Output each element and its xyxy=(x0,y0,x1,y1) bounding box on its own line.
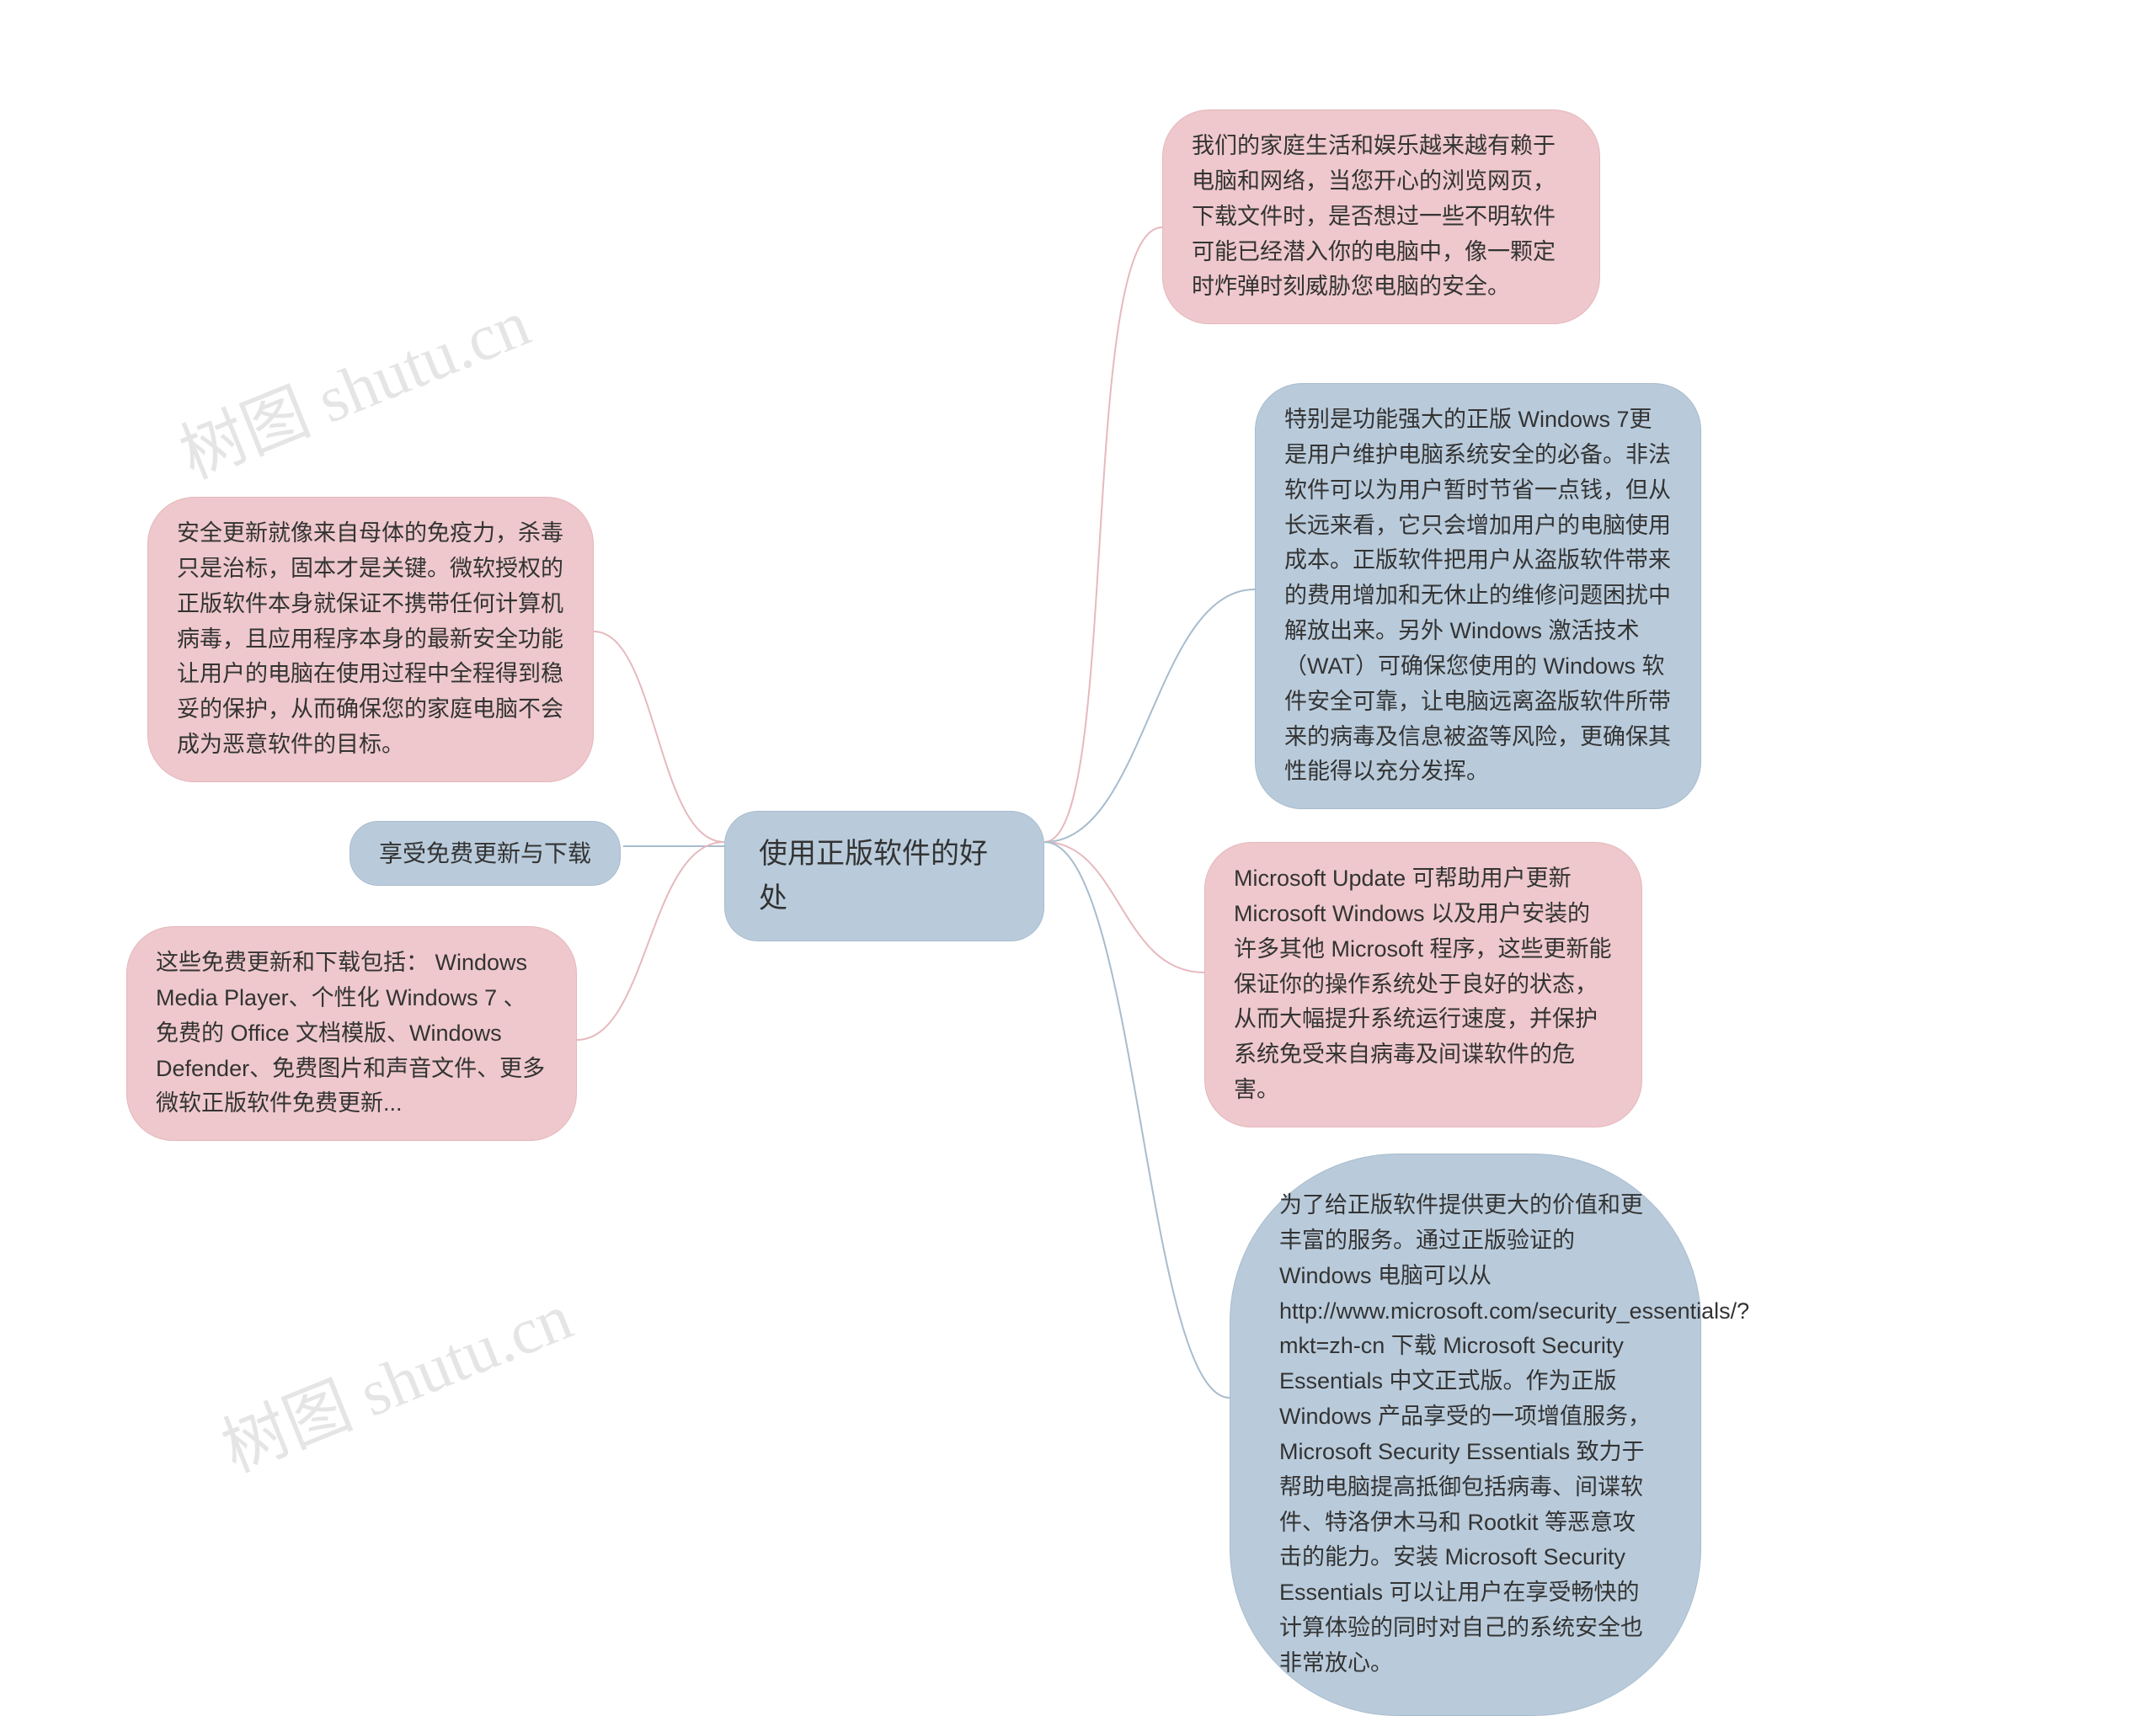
edge xyxy=(1044,842,1204,973)
node-r4[interactable]: 为了给正版软件提供更大的价值和更丰富的服务。通过正版验证的 Windows 电脑… xyxy=(1230,1154,1701,1716)
node-l1[interactable]: 安全更新就像来自母体的免疫力，杀毒只是治标，固本才是关键。微软授权的正版软件本身… xyxy=(147,497,594,782)
node-r2[interactable]: 特别是功能强大的正版 Windows 7更是用户维护电脑系统安全的必备。非法软件… xyxy=(1255,383,1701,809)
watermark: 树图 shutu.cn xyxy=(164,271,542,497)
watermark: 树图 shutu.cn xyxy=(206,1265,584,1490)
node-l3[interactable]: 这些免费更新和下载包括： Windows Media Player、个性化 Wi… xyxy=(126,926,577,1141)
node-r3[interactable]: Microsoft Update 可帮助用户更新 Microsoft Windo… xyxy=(1204,842,1642,1127)
mindmap-root[interactable]: 使用正版软件的好处 xyxy=(724,811,1044,941)
mindmap-edges xyxy=(0,0,2156,1681)
edge xyxy=(594,632,724,842)
node-l2[interactable]: 享受免费更新与下载 xyxy=(350,821,621,886)
edge xyxy=(1044,227,1162,842)
edge xyxy=(1044,842,1230,1398)
edge xyxy=(1044,589,1255,842)
node-r1[interactable]: 我们的家庭生活和娱乐越来越有赖于电脑和网络，当您开心的浏览网页，下载文件时，是否… xyxy=(1162,109,1600,324)
